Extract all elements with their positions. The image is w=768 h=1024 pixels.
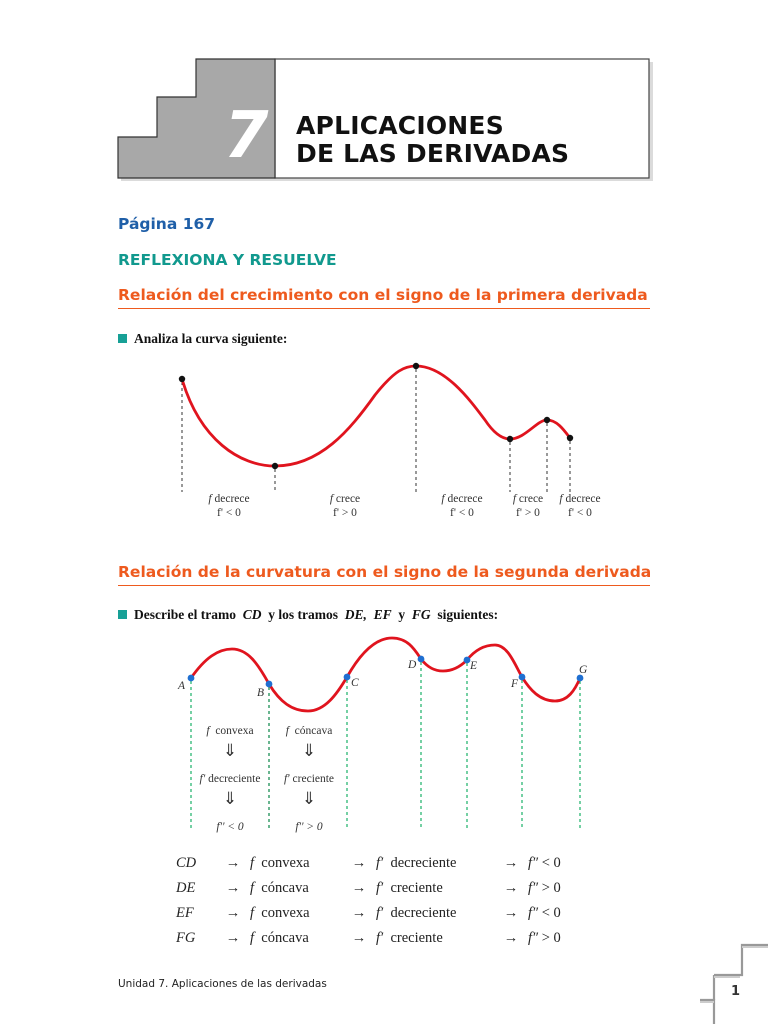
point-label-c: C <box>351 677 359 689</box>
point-label-b: B <box>257 687 265 699</box>
point-label-e: E <box>470 660 478 672</box>
interval-label-2: f crece f' > 0 <box>329 493 361 519</box>
growth-curve <box>180 364 572 468</box>
table-row: DE → f cóncava → f′ creciente → f″ > 0 <box>176 880 561 896</box>
chapter-title: APLICACIONES DE LAS DERIVADAS <box>296 112 569 168</box>
curvature-figure <box>187 636 584 830</box>
convex-column: f convexa ⇓ f′ decreciente ⇓ f'' < 0 <box>199 725 261 833</box>
point-label-d: D <box>408 659 417 671</box>
footer-unit-title: Unidad 7. Aplicaciones de las derivadas <box>118 978 327 990</box>
bullet-describe: Describe el tramo CD y los tramos DE, EF… <box>118 607 498 623</box>
interval-label-4: f crece f' > 0 <box>512 493 544 519</box>
dashed-guides <box>181 369 571 492</box>
table-row: EF → f convexa → f′ decreciente → f″ < 0 <box>176 905 561 921</box>
interval-label-5: f decrece f' < 0 <box>559 493 601 519</box>
curvature-points <box>187 655 584 688</box>
page-reference: Página 167 <box>118 215 216 233</box>
point-label-a: A <box>178 680 186 692</box>
curvature-summary-table: CD → f convexa → f′ decreciente → f″ < 0… <box>176 851 588 951</box>
point-label-g: G <box>579 664 588 676</box>
table-row: FG → f cóncava → f′ creciente → f″ > 0 <box>176 930 561 946</box>
page-number: 1 <box>731 984 741 999</box>
footer-stairs-graphic <box>700 943 768 1024</box>
interval-label-1: f decrece f' < 0 <box>208 493 250 519</box>
green-guides <box>190 662 581 830</box>
section-title-second-derivative: Relación de la curvatura con el signo de… <box>118 563 651 586</box>
section-kicker: REFLEXIONA Y RESUELVE <box>118 251 337 269</box>
bullet-square-icon <box>118 334 127 343</box>
point-label-f: F <box>511 678 519 690</box>
section-title-first-derivative: Relación del crecimiento con el signo de… <box>118 286 650 309</box>
bullet-analiza: Analiza la curva siguiente: <box>118 331 287 347</box>
chapter-number: 7 <box>224 99 269 173</box>
table-row: CD → f convexa → f′ decreciente → f″ < 0 <box>176 855 561 871</box>
bullet-square-icon <box>118 610 127 619</box>
interval-label-3: f decrece f' < 0 <box>441 493 483 519</box>
bullet-text: Analiza la curva siguiente: <box>134 331 288 346</box>
chapter-title-line1: APLICACIONES <box>296 111 504 140</box>
growth-curve-points <box>178 362 574 470</box>
chapter-header-graphic <box>117 58 653 181</box>
chapter-title-line2: DE LAS DERIVADAS <box>296 139 570 168</box>
growth-curve-figure <box>178 362 574 492</box>
concave-column: f cóncava ⇓ f′ creciente ⇓ f'' > 0 <box>283 725 335 833</box>
